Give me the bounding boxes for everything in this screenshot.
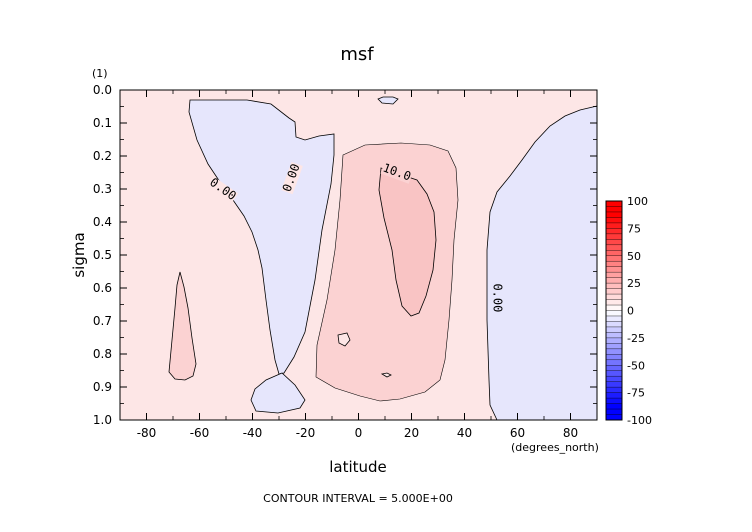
y-tick-label: 0.4 <box>93 215 112 229</box>
colorbar-label: 25 <box>627 277 641 290</box>
x-tick-label: -40 <box>243 426 263 440</box>
x-axis: -80 -60 -40 -20 0 20 40 60 80 <box>119 90 598 440</box>
y-axis-title: sigma <box>70 232 88 277</box>
x-units-label: (degrees_north) <box>511 441 599 454</box>
colorbar-swatch <box>606 244 622 251</box>
colorbar-swatch <box>606 348 622 355</box>
colorbar-swatch <box>606 376 622 382</box>
colorbar-swatch <box>606 277 622 284</box>
contour-labels: 0.00 0.00 10.0 0.00 <box>206 161 505 313</box>
colorbar-swatch <box>606 283 622 289</box>
colorbar-swatch <box>606 288 622 295</box>
colorbar-label: -25 <box>627 332 645 345</box>
colorbar-swatch <box>606 332 622 339</box>
colorbar-swatch <box>606 250 622 257</box>
positive-core-region <box>378 167 437 317</box>
y-tick-label: 0.9 <box>93 380 112 394</box>
y-tick-label: 0.6 <box>93 281 112 295</box>
colorbar-swatch <box>606 222 622 229</box>
colorbar-frame <box>605 200 623 421</box>
colorbar-swatch <box>606 233 622 240</box>
contour-interval-text: CONTOUR INTERVAL = 5.000E+00 <box>263 492 453 505</box>
colorbar-swatch <box>606 239 622 246</box>
northern-negative-region <box>486 105 598 421</box>
x-tick-label: -80 <box>137 426 157 440</box>
colorbar-label: -75 <box>627 387 645 400</box>
contour-label-4: 0.00 <box>491 283 505 312</box>
negative-blob-bottom <box>250 372 306 414</box>
colorbar-label: 0 <box>627 305 634 318</box>
colorbar-swatch <box>606 359 622 366</box>
y-axis: 0.0 0.1 0.2 0.3 0.4 0.5 0.6 0.7 0.8 0.9 1.0 <box>93 83 597 427</box>
y-tick-label: 0.8 <box>93 347 112 361</box>
colorbar-swatch <box>606 272 622 278</box>
small-positive-south <box>168 271 197 381</box>
colorbar-swatch <box>606 354 622 361</box>
colorbar-swatch <box>606 206 622 213</box>
colorbar-swatch <box>606 387 622 393</box>
y-tick-label: 0.0 <box>93 83 112 97</box>
y-tick-label: 0.1 <box>93 116 112 130</box>
colorbar-label: 100 <box>627 195 648 208</box>
x-tick-label: 40 <box>457 426 472 440</box>
contour-label-4-wrap: 0.00 <box>490 282 505 313</box>
colorbar-swatch <box>606 321 622 328</box>
colorbar-swatch <box>606 409 622 415</box>
colorbar-swatch <box>606 414 622 421</box>
colorbar-swatch <box>606 337 622 344</box>
colorbar-swatch <box>606 255 622 262</box>
y-tick-label: 0.3 <box>93 182 112 196</box>
colorbar-swatch <box>606 370 622 377</box>
colorbar-label: -100 <box>627 414 652 427</box>
colorbar-swatch <box>606 310 622 317</box>
x-tick-label: -20 <box>296 426 316 440</box>
colorbar-swatch <box>606 343 622 350</box>
colorbar-swatch <box>606 398 622 404</box>
x-tick-label: 60 <box>510 426 525 440</box>
colorbar-swatch <box>606 266 622 273</box>
colorbar-swatch <box>606 228 622 235</box>
x-tick-label: 20 <box>404 426 419 440</box>
colorbar-swatch <box>606 201 622 207</box>
colorbar-swatch <box>606 403 622 410</box>
colorbar-swatch <box>606 294 622 300</box>
colorbar-swatch <box>606 217 622 224</box>
colorbar-swatch <box>606 261 622 267</box>
negative-blob-top <box>377 96 399 105</box>
colorbar-swatch <box>606 305 622 311</box>
y-tick-label: 0.7 <box>93 314 112 328</box>
colorbar-label: -50 <box>627 359 645 372</box>
x-tick-label: -60 <box>190 426 210 440</box>
colorbar-swatch <box>606 299 622 306</box>
colorbar-swatch <box>606 365 622 372</box>
colorbar-swatch <box>606 326 622 333</box>
y-units-label: (1) <box>92 67 108 80</box>
plot-area: 0.00 0.00 10.0 0.00 <box>119 89 598 421</box>
colorbar: 100 75 50 25 0 -25 -50 -75 -100 <box>605 195 652 427</box>
colorbar-swatch <box>606 315 622 322</box>
tiny-blob-left <box>337 332 351 347</box>
tiny-blob-right <box>380 372 392 378</box>
colorbar-swatch <box>606 211 622 218</box>
colorbar-swatch <box>606 381 622 388</box>
colorbar-label: 50 <box>627 250 641 263</box>
y-tick-label: 0.2 <box>93 149 112 163</box>
x-axis-title: latitude <box>329 458 387 476</box>
y-tick-label: 1.0 <box>93 413 112 427</box>
colorbar-swatch <box>606 392 622 399</box>
y-tick-label: 0.5 <box>93 248 112 262</box>
chart-title: msf <box>340 44 374 65</box>
x-tick-label: 80 <box>563 426 578 440</box>
x-tick-label: 0 <box>355 426 363 440</box>
colorbar-label: 75 <box>627 222 641 235</box>
